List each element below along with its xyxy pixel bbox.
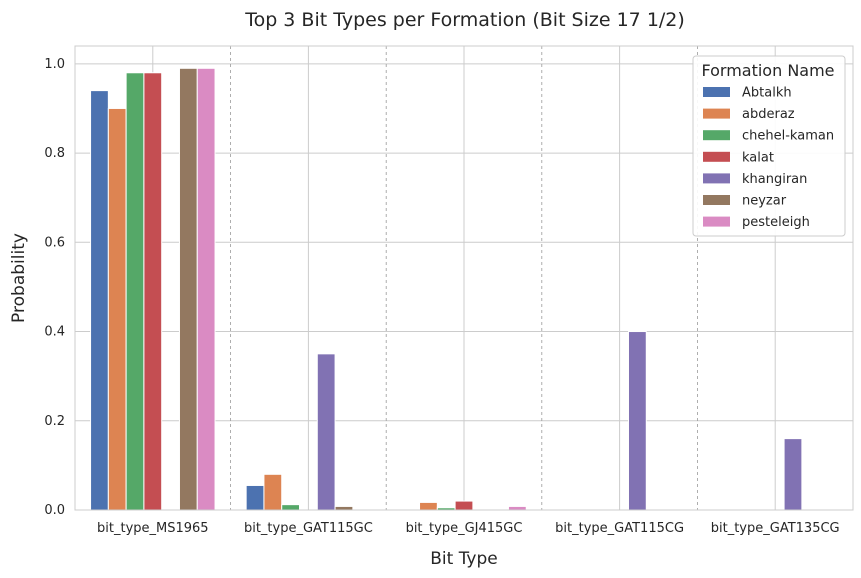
legend-label: abderaz — [742, 107, 795, 122]
bar-pesteleigh-bit_type_GJ415GC — [507, 505, 527, 511]
x-tick-label: bit_type_GAT115CG — [555, 521, 684, 536]
bar-chehel-kaman-bit_type_MS1965 — [125, 72, 145, 511]
bar-abderaz-bit_type_MS1965 — [107, 107, 127, 511]
ticks-layer: 0.0 0.2 0.4 0.6 0.8 1.0 bit_type_MS1965 bit_typ… — [44, 57, 839, 536]
legend-items: Abtalkh abderaz chehel-kaman kalat khangiran… — [703, 86, 834, 230]
legend-title: Formation Name — [701, 61, 834, 80]
y-tick-label: 0.8 — [44, 146, 65, 161]
y-tick-label: 0.0 — [44, 503, 65, 518]
y-axis-label: Probability — [9, 233, 29, 323]
plot-frame — [74, 45, 854, 511]
bar-Abtalkh-bit_type_MS1965 — [90, 90, 109, 511]
legend: Formation Name Abtalkh abderaz chehel-kama… — [692, 55, 846, 237]
y-tick-label: 0.2 — [44, 414, 65, 429]
legend-label: chehel-kaman — [742, 129, 834, 144]
x-tick-label: bit_type_GJ415GC — [406, 521, 523, 536]
legend-swatch — [703, 195, 730, 205]
x-tick-label: bit_type_GAT135CG — [711, 521, 840, 536]
legend-swatch — [703, 173, 730, 184]
bar-pesteleigh-bit_type_MS1965 — [196, 67, 216, 511]
bar-khangiran-bit_type_GAT135CG — [783, 438, 803, 511]
legend-swatch — [703, 216, 730, 227]
legend-label: neyzar — [742, 194, 787, 209]
x-tick-label: bit_type_GAT115GC — [244, 521, 373, 536]
chart-title: Top 3 Bit Types per Formation (Bit Size … — [244, 9, 685, 31]
bar-neyzar-bit_type_GAT115GC — [334, 505, 354, 511]
y-tick-label: 1.0 — [44, 57, 65, 72]
x-tick-label: bit_type_MS1965 — [97, 521, 209, 536]
legend-swatch — [703, 108, 730, 119]
bar-abderaz-bit_type_GAT115GC — [263, 473, 283, 511]
legend-swatch — [703, 151, 730, 162]
bar-Abtalkh-bit_type_GAT115GC — [245, 484, 265, 511]
legend-swatch — [703, 87, 730, 97]
y-tick-label: 0.4 — [44, 325, 65, 340]
bars-layer — [90, 67, 803, 511]
legend-label: kalat — [742, 150, 774, 165]
legend-label: Abtalkh — [742, 86, 792, 101]
legend-swatch — [703, 130, 730, 141]
y-tick-label: 0.6 — [44, 235, 65, 250]
bar-abderaz-bit_type_GJ415GC — [419, 501, 438, 511]
x-axis-label: Bit Type — [430, 549, 498, 569]
bar-kalat-bit_type_GJ415GC — [454, 500, 474, 511]
bar-neyzar-bit_type_MS1965 — [178, 67, 198, 511]
bar-kalat-bit_type_MS1965 — [143, 72, 163, 511]
bar-chehel-kaman-bit_type_GAT115GC — [281, 504, 301, 511]
legend-label: khangiran — [742, 172, 807, 187]
legend-label: pesteleigh — [742, 215, 810, 230]
legend-box — [692, 55, 846, 237]
bar-khangiran-bit_type_GAT115GC — [316, 353, 336, 511]
bar-khangiran-bit_type_GAT115CG — [627, 331, 647, 511]
